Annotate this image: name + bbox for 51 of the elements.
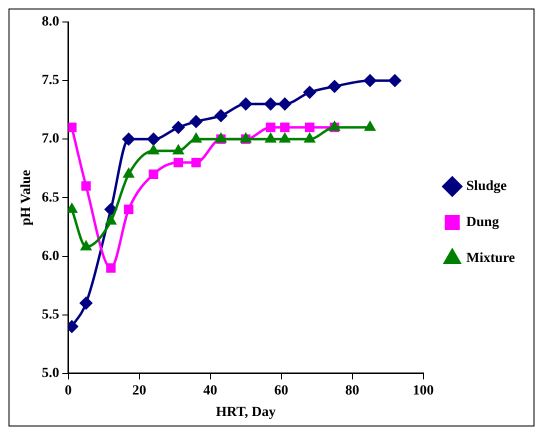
y-tick-label: 7.0 xyxy=(42,132,60,147)
x-tick-label: 20 xyxy=(132,383,146,398)
point xyxy=(174,158,184,168)
point xyxy=(264,132,276,143)
point xyxy=(172,120,185,134)
legend-label: Dung xyxy=(466,215,499,230)
point xyxy=(106,263,116,273)
point xyxy=(303,86,316,99)
point xyxy=(214,109,228,122)
point xyxy=(280,122,290,132)
y-axis-title: pH Value xyxy=(19,170,34,226)
point xyxy=(364,74,377,88)
point xyxy=(190,132,202,143)
legend-label: Sludge xyxy=(466,179,507,194)
point xyxy=(191,158,201,168)
point xyxy=(279,132,291,143)
x-tick-label: 100 xyxy=(412,383,434,398)
point xyxy=(388,74,402,88)
point xyxy=(80,240,92,250)
point xyxy=(264,97,278,110)
point xyxy=(122,132,136,146)
y-tick-label: 7.5 xyxy=(42,73,60,88)
point xyxy=(304,122,314,132)
point xyxy=(266,122,276,132)
point xyxy=(80,296,93,310)
point xyxy=(190,115,203,128)
y-tick-label: 8.0 xyxy=(42,14,60,30)
point xyxy=(105,214,117,225)
point xyxy=(148,170,158,180)
point xyxy=(146,132,160,146)
point xyxy=(328,80,342,93)
x-tick-label: 80 xyxy=(345,383,360,398)
point xyxy=(304,132,316,143)
point xyxy=(124,204,134,214)
x-tick-label: 0 xyxy=(64,383,72,398)
point xyxy=(278,97,292,110)
point xyxy=(148,144,160,154)
point xyxy=(81,181,91,191)
legend-label: Mixture xyxy=(466,251,516,266)
x-tick-label: 40 xyxy=(203,383,218,398)
y-tick-label: 5.5 xyxy=(42,307,60,322)
y-tick-label: 6.0 xyxy=(42,248,60,264)
x-tick-label: 60 xyxy=(274,383,288,398)
point xyxy=(172,144,184,154)
point xyxy=(68,122,77,132)
y-tick-label: 6.5 xyxy=(42,190,60,206)
point xyxy=(122,168,134,178)
x-axis-title: HRT, Day xyxy=(216,405,276,420)
y-tick-label: 5.0 xyxy=(42,366,60,382)
point xyxy=(364,120,376,131)
point xyxy=(239,97,252,110)
